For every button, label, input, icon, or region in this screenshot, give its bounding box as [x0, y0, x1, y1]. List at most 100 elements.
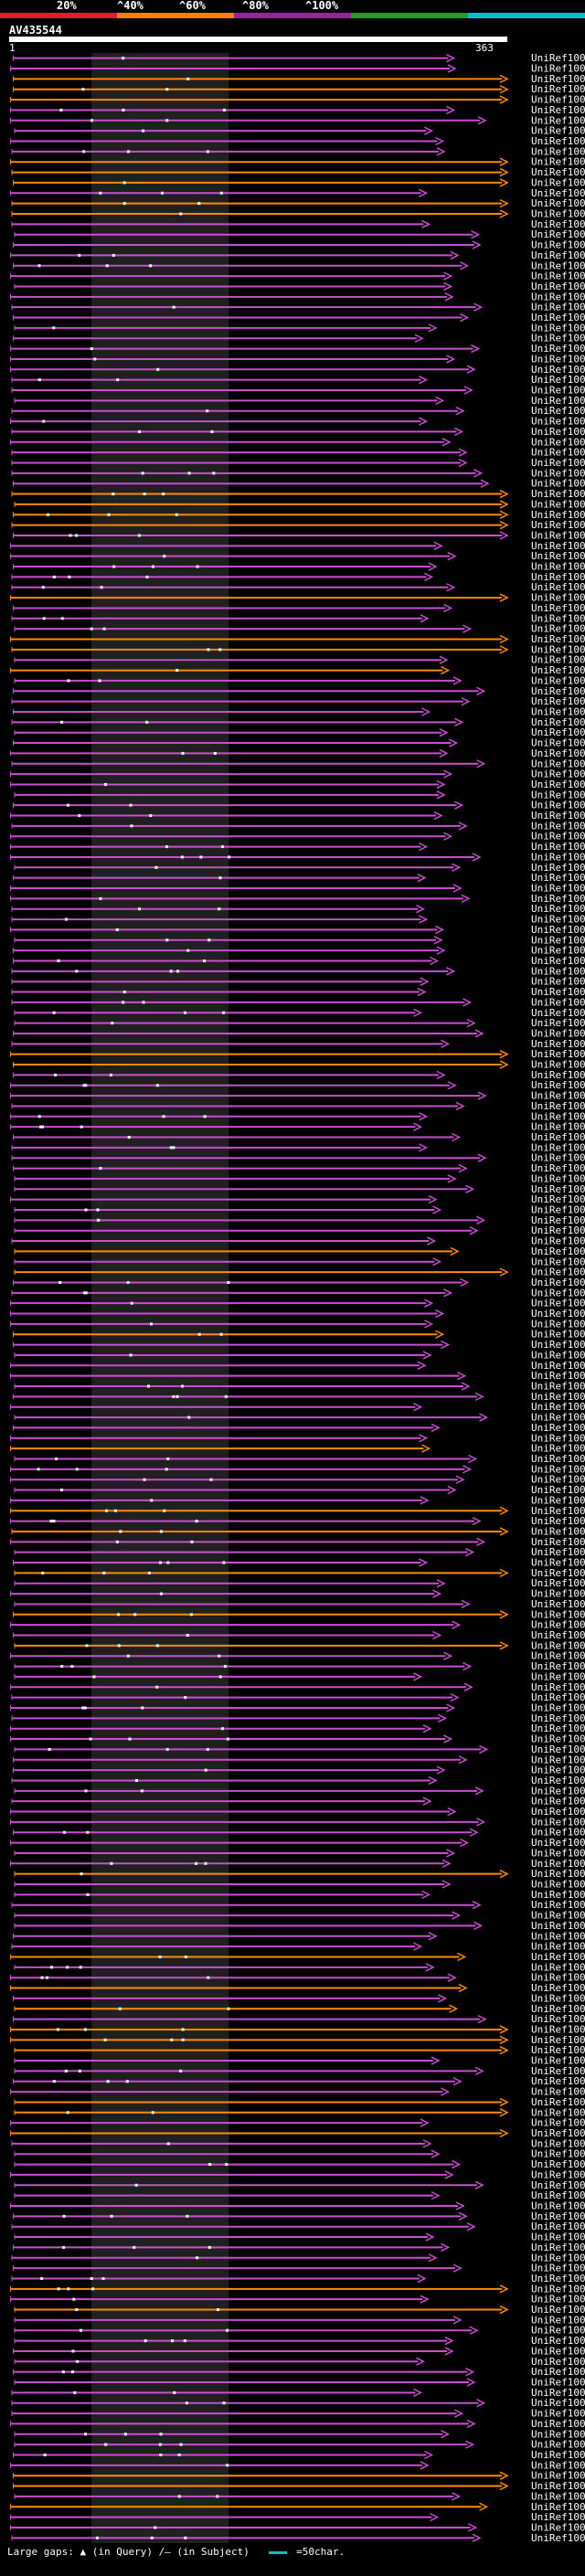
hit-label: UniRef100_Q9CW46 [531, 685, 585, 697]
hit-label: UniRef100_UPI000... [531, 737, 585, 749]
hit-arrow [499, 2305, 509, 2315]
gap-marker [206, 1747, 209, 1751]
hit-label: UniRef100_UPI000... [531, 207, 585, 219]
hit-label: UniRef100_Q5PW43 [531, 716, 585, 728]
gap-marker [71, 2370, 75, 2374]
gap-marker [115, 928, 119, 931]
gap-marker [183, 2339, 186, 2343]
hit-arrow [499, 95, 509, 104]
hit-arrow [425, 1963, 435, 1972]
hit-label: UniRef100_Q4RLQ7 [531, 664, 585, 676]
query-end: 363 [475, 42, 494, 54]
hit-arrow [436, 1070, 446, 1080]
hit-arrow [476, 1537, 486, 1546]
gap-marker [42, 617, 46, 620]
gap-marker [52, 1520, 56, 1523]
gap-marker [138, 429, 142, 433]
hit-arrow [468, 2523, 478, 2532]
hit-label: UniRef100_B4HL39 [531, 405, 585, 417]
hit-arrow [413, 1672, 423, 1681]
gap-marker [142, 1001, 145, 1004]
hit-label: UniRef100_Q2QYX3 [531, 1172, 585, 1184]
hit-arrow [452, 1620, 462, 1629]
hit-label: UniRef100_B7Z1P0 [531, 2521, 585, 2533]
hit-arrow [499, 2108, 509, 2117]
hit-arrow [435, 1330, 445, 1339]
hit-label: UniRef100_C5FI36 [531, 800, 585, 811]
hit-label: UniRef100_Q8BZG7 [531, 2086, 585, 2098]
gap-marker [155, 1084, 159, 1087]
hit-label: UniRef100_Q0CGJ5 [531, 467, 585, 479]
hit-arrow [441, 1859, 452, 1868]
gap-marker [79, 2328, 82, 2332]
gap-marker [219, 191, 223, 195]
hit-label: UniRef100_A9E3T6 [531, 1961, 585, 1973]
hit-arrow [428, 2253, 438, 2263]
gap-marker [181, 751, 185, 755]
hit-arrow [419, 417, 429, 426]
hit-arrow [474, 2180, 484, 2189]
hit-arrow [436, 790, 446, 800]
hit-arrow [457, 1371, 467, 1381]
hit-label: UniRef100_Q8LRM7 [531, 841, 585, 853]
hit-arrow [422, 2139, 432, 2148]
gap-marker [218, 876, 222, 880]
hit-arrow [428, 1776, 438, 1786]
gap-marker [156, 367, 160, 371]
hit-arrow [499, 1641, 509, 1650]
gap-marker [126, 150, 130, 154]
hit-arrow [474, 1029, 484, 1038]
hit-label: UniRef100_Q2N4B1 [531, 893, 585, 905]
hit-label: UniRef100_Q9VZU2 [531, 602, 585, 614]
gap-marker [97, 1218, 101, 1222]
gap-marker [159, 2433, 163, 2436]
gap-marker [60, 720, 64, 724]
gap-marker [134, 1778, 138, 1782]
hit-label: UniRef100_Q9FPQ6 [531, 1629, 585, 1641]
hit-label: UniRef100_A4RLV2 [531, 612, 585, 624]
hit-label: UniRef100_Q8LKE5 [531, 1339, 585, 1351]
hit-label: UniRef100_B9SHJ1 [531, 789, 585, 800]
hit-label: UniRef100_B6U1N0 [531, 2065, 585, 2077]
gap-marker [150, 2536, 154, 2539]
gap-marker [56, 2028, 59, 2031]
gap-marker [228, 855, 231, 859]
hit-arrow [416, 905, 426, 914]
hit-arrow [477, 116, 487, 125]
hit-label: UniRef100_B5QHG8 [531, 1214, 585, 1226]
hit-label: UniRef100_C5RE19 [531, 2418, 585, 2430]
hit-arrow [499, 1527, 509, 1536]
gap-marker [99, 1167, 102, 1171]
hit-arrow [452, 2263, 463, 2273]
gap-marker [180, 855, 184, 859]
gap-marker [186, 77, 190, 80]
hit-arrow [454, 2409, 464, 2418]
hit-label: UniRef100_A3W867 [531, 1308, 585, 1320]
hit-arrow [463, 624, 473, 633]
hit-label: UniRef100_C5L529 [531, 1608, 585, 1620]
gap-marker [82, 150, 86, 154]
hit-arrow [466, 2419, 476, 2429]
hit-arrow [436, 147, 446, 156]
hit-label: UniRef100_C0NG83 [531, 166, 585, 178]
hit-label: UniRef100_Q4A2S6 [531, 1505, 585, 1517]
identity-scale-bar: 20% ^40% ^60% ^80% ^100% [0, 0, 585, 20]
hit-arrow [499, 2471, 509, 2480]
gap-marker [57, 2287, 60, 2291]
gap-marker [102, 627, 106, 631]
hit-label: UniRef100_Q4AJ16 [531, 2314, 585, 2326]
gap-marker [116, 378, 120, 382]
gap-marker [222, 2401, 226, 2405]
gap-marker [169, 970, 173, 973]
gap-marker [134, 2183, 138, 2187]
hit-label: UniRef100_B4QY02 [531, 395, 585, 407]
hit-arrow [424, 2450, 434, 2460]
hit-label: UniRef100_Q5128O [531, 1723, 585, 1734]
gap-marker [60, 1489, 64, 1492]
gap-marker [158, 1955, 162, 1958]
scale-label: ^40% [117, 0, 144, 12]
hit-label: UniRef100_B4L8D7 [531, 1619, 585, 1631]
gap-marker [222, 1561, 226, 1564]
hit-label: UniRef100_Q07UA6 [531, 1224, 585, 1236]
gap-marker [166, 1561, 170, 1564]
